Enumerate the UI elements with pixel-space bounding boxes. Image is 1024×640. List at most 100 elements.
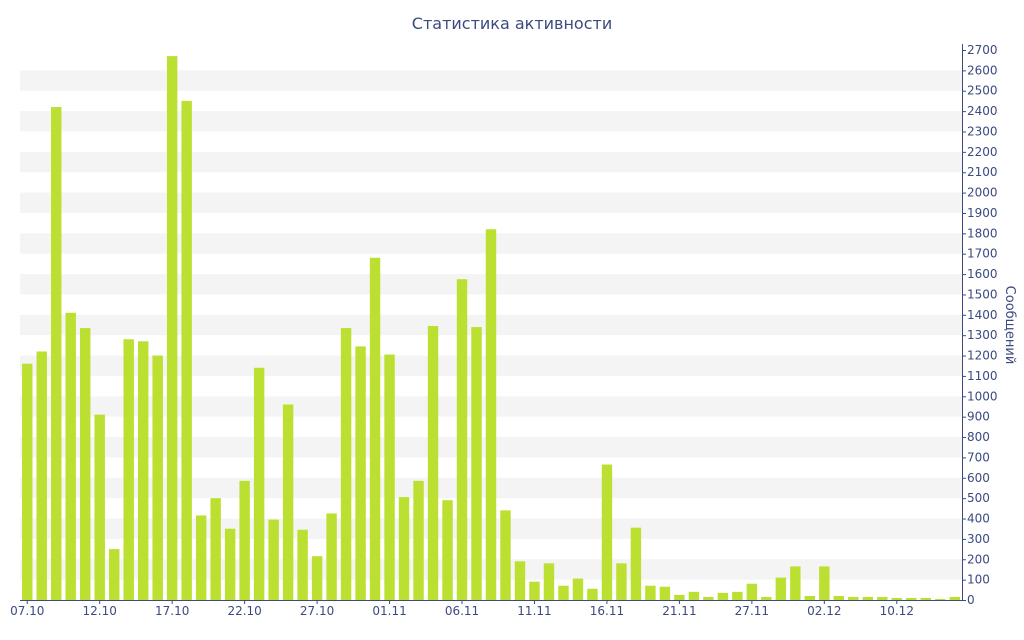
y-tick-label: 400	[967, 512, 990, 526]
bar	[732, 591, 743, 600]
y-tick-label: 0	[967, 593, 975, 607]
bar	[51, 107, 62, 600]
bar	[137, 341, 149, 600]
bar	[906, 597, 917, 600]
bars	[22, 56, 960, 601]
bar	[616, 563, 627, 600]
y-tick-label: 2500	[967, 84, 998, 98]
x-tick-label: 07.10	[10, 604, 44, 618]
y-tick-label: 700	[967, 450, 990, 464]
grid-band	[20, 192, 962, 213]
y-tick-label: 1300	[967, 328, 998, 342]
y-tick-label: 1200	[967, 349, 998, 363]
bar	[775, 577, 787, 600]
bar	[949, 596, 960, 600]
bar	[630, 527, 642, 600]
bar	[674, 594, 685, 600]
bar	[253, 367, 265, 600]
bar	[471, 327, 482, 600]
y-tick-label: 2700	[967, 43, 998, 57]
bar	[398, 497, 410, 600]
bar	[761, 596, 772, 600]
bar	[413, 480, 424, 600]
y-tick-label: 2000	[967, 186, 998, 200]
bar	[152, 355, 163, 600]
bar	[268, 519, 279, 600]
bar	[543, 563, 555, 600]
y-tick-labels: 0 100 200 300 400 500 600 700 800 900 1000 1100 1200…	[967, 43, 998, 607]
bar	[195, 515, 207, 600]
bar	[355, 346, 366, 600]
chart-title: Статистика активности	[411, 14, 613, 33]
bar	[572, 578, 584, 600]
bar	[935, 598, 946, 600]
bar	[746, 583, 758, 600]
bar	[181, 100, 192, 600]
bar	[500, 510, 511, 600]
bar	[369, 257, 381, 600]
bar	[703, 596, 714, 600]
bar	[22, 363, 33, 600]
bar	[65, 312, 76, 600]
x-tick-label: 01.11	[372, 604, 406, 618]
bar	[210, 498, 221, 600]
bar	[848, 596, 859, 600]
bar	[587, 588, 598, 600]
x-tick-label: 11.11	[517, 604, 551, 618]
bar	[558, 585, 569, 600]
y-tick-label: 900	[967, 410, 990, 424]
y-tick-label: 1900	[967, 206, 998, 220]
bar	[456, 279, 468, 600]
bar	[123, 339, 134, 600]
bar	[297, 529, 308, 600]
bar	[514, 561, 526, 600]
x-tick-label: 27.10	[300, 604, 334, 618]
x-tick-labels: 07.10 12.10 17.10 22.10 27.10 01.11 06.11 11.11…	[10, 604, 914, 618]
bar	[326, 513, 337, 600]
bar	[94, 414, 105, 600]
y-tick-label: 2400	[967, 104, 998, 118]
x-tick-label: 12.10	[83, 604, 117, 618]
bar	[108, 549, 120, 600]
y-tick-label: 100	[967, 573, 990, 587]
bar	[862, 596, 874, 600]
y-axis-title: Сообщений	[1002, 286, 1017, 365]
x-tick-label: 06.11	[445, 604, 479, 618]
y-tick-label: 500	[967, 491, 990, 505]
y-tick-label: 1000	[967, 389, 998, 403]
bar	[340, 328, 352, 600]
bar	[833, 595, 845, 600]
bar	[529, 581, 540, 600]
bar	[427, 326, 439, 600]
bar	[384, 354, 395, 600]
bar	[645, 585, 656, 600]
y-tick-label: 2100	[967, 165, 998, 179]
grid-band	[20, 111, 962, 132]
bar	[166, 56, 178, 601]
y-tick-label: 200	[967, 552, 990, 566]
bar	[224, 528, 236, 600]
bar	[804, 595, 816, 600]
y-tick-label: 1800	[967, 226, 998, 240]
bar	[79, 328, 91, 600]
bar	[891, 597, 903, 600]
y-tick-label: 2600	[967, 63, 998, 77]
x-tick-label: 16.11	[590, 604, 624, 618]
y-tick-label: 600	[967, 471, 990, 485]
y-tick-label: 300	[967, 532, 990, 546]
x-tick-label: 02.12	[807, 604, 841, 618]
bar	[601, 464, 613, 600]
y-tick-label: 1700	[967, 247, 998, 261]
bar	[485, 229, 497, 600]
axes	[20, 44, 966, 604]
grid-band	[20, 70, 962, 91]
bar	[688, 591, 700, 600]
bar	[659, 586, 671, 600]
y-tick-label: 800	[967, 430, 990, 444]
bar	[920, 597, 931, 600]
bar	[442, 500, 453, 600]
y-tick-label: 1400	[967, 308, 998, 322]
bar	[877, 596, 888, 600]
